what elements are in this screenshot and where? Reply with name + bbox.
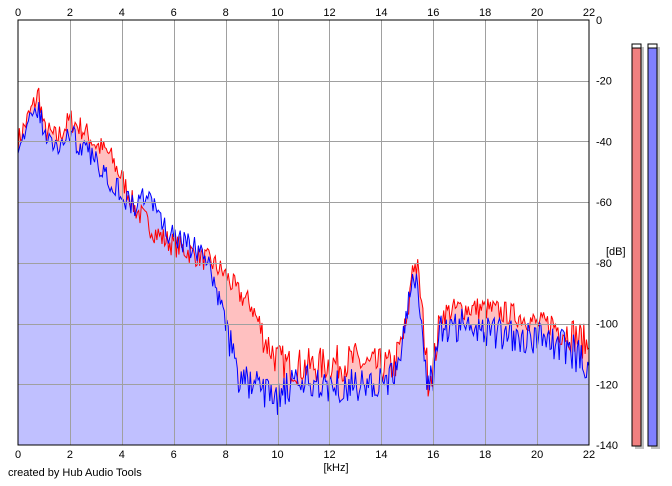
x-tick-label-top: 16	[427, 7, 439, 19]
y-tick-label: -100	[596, 319, 618, 331]
x-tick-label-bottom: 2	[67, 449, 73, 461]
series-0-line	[17, 87, 590, 397]
x-tick-label-bottom: 16	[427, 449, 439, 461]
y-tick-label: -20	[596, 76, 612, 88]
y-axis-label: [dB]	[606, 246, 626, 258]
plot-border	[17, 19, 590, 446]
series-layer	[17, 87, 590, 445]
level-meters	[631, 43, 660, 449]
credit-text: created by Hub Audio Tools	[8, 467, 142, 479]
x-tick-label-top: 10	[271, 7, 283, 19]
x-tick-label-bottom: 18	[479, 449, 491, 461]
y-tick-label: 0	[596, 15, 602, 27]
x-axis-label: [kHz]	[323, 462, 348, 474]
series-1-line	[17, 102, 590, 415]
x-tick-label-bottom: 12	[323, 449, 335, 461]
y-tick-label: -60	[596, 197, 612, 209]
tick-label-layer: 002244668810101212141416161818202022220-…	[15, 7, 618, 461]
x-tick-label-bottom: 20	[531, 449, 543, 461]
x-tick-label-top: 20	[531, 7, 543, 19]
x-tick-label-bottom: 4	[119, 449, 125, 461]
x-tick-label-bottom: 10	[271, 449, 283, 461]
x-tick-label-top: 6	[171, 7, 177, 19]
x-tick-label-bottom: 0	[15, 449, 21, 461]
x-tick-label-top: 22	[583, 7, 595, 19]
x-tick-label-bottom: 8	[223, 449, 229, 461]
x-tick-label-top: 14	[375, 7, 387, 19]
y-tick-label: -40	[596, 136, 612, 148]
x-tick-label-top: 0	[15, 7, 21, 19]
x-tick-label-bottom: 14	[375, 449, 387, 461]
series-1-area	[18, 102, 589, 445]
grid-layer	[18, 20, 589, 445]
level-meter-fill	[647, 47, 658, 447]
x-tick-label-bottom: 6	[171, 449, 177, 461]
x-tick-label-top: 8	[223, 7, 229, 19]
x-tick-label-top: 12	[323, 7, 335, 19]
x-tick-label-bottom: 22	[583, 449, 595, 461]
x-tick-label-top: 2	[67, 7, 73, 19]
x-tick-label-top: 18	[479, 7, 491, 19]
y-tick-label: -80	[596, 258, 612, 270]
y-tick-label: -140	[596, 440, 618, 452]
level-meter-fill	[631, 47, 642, 447]
x-tick-label-top: 4	[119, 7, 125, 19]
y-tick-label: -120	[596, 379, 618, 391]
